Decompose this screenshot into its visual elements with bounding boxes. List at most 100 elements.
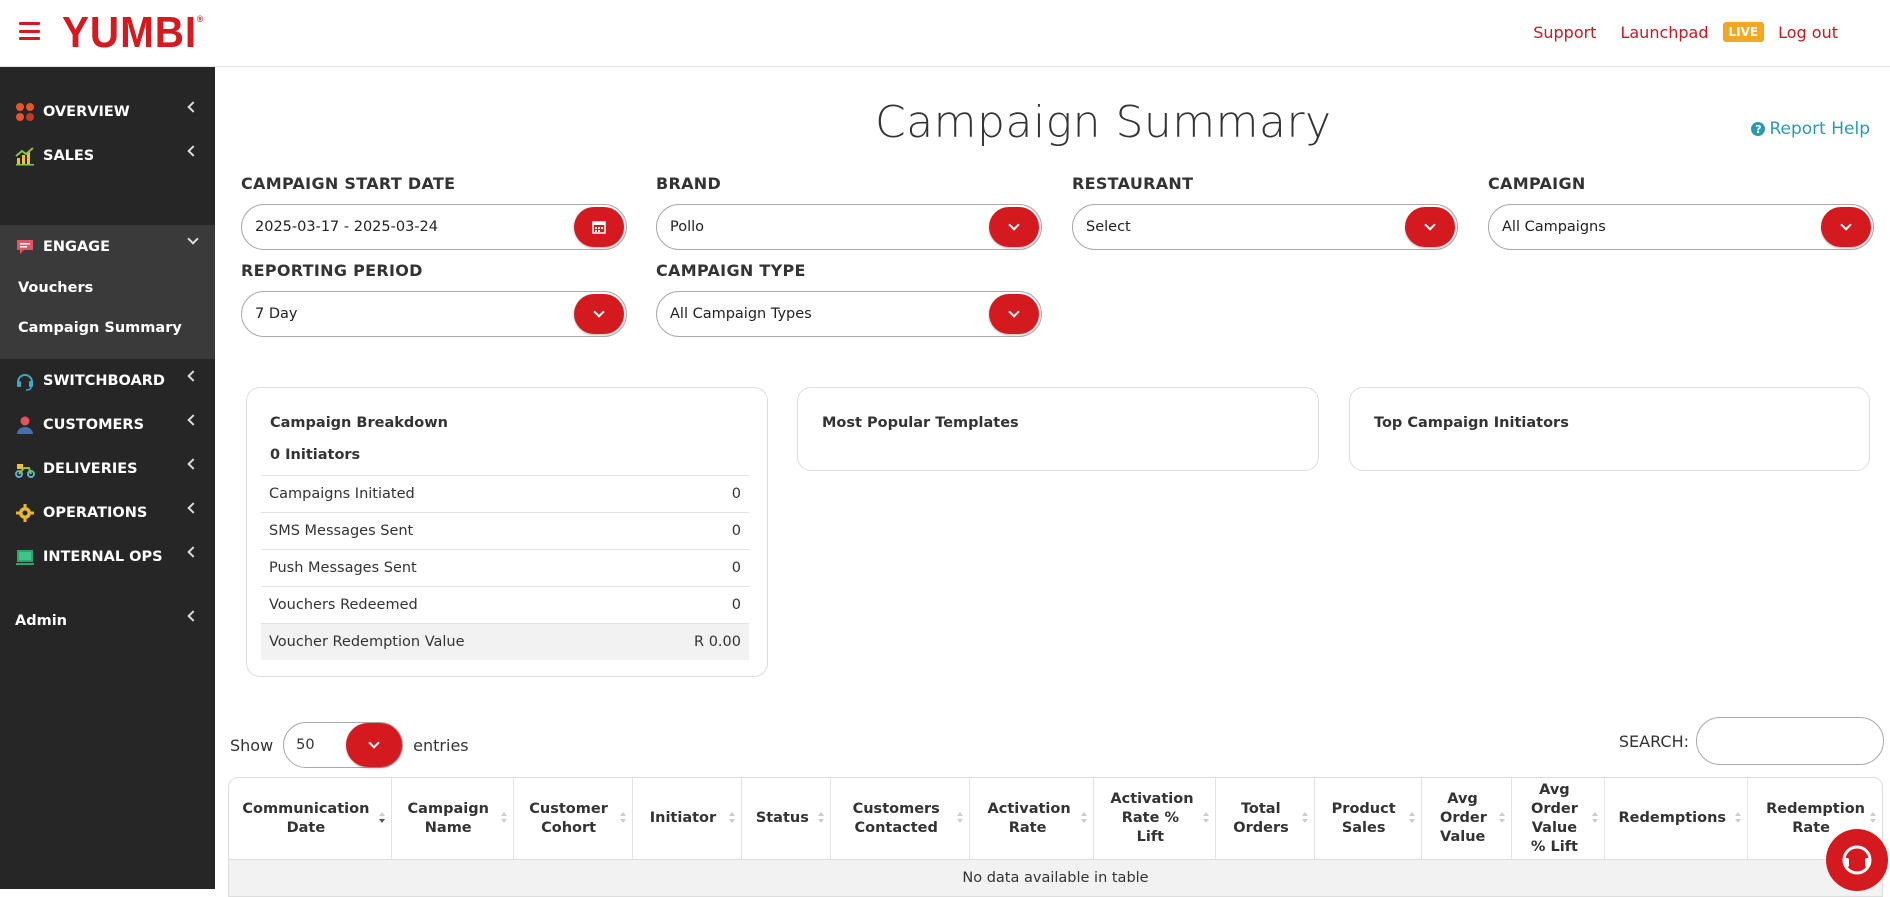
breakdown-row: SMS Messages Sent 0 [261,512,749,549]
reporting-period-select[interactable]: 7 Day [241,291,627,337]
sort-icon [1735,812,1742,826]
restaurant-dropdown-button[interactable] [1405,207,1455,247]
question-circle-icon: ? [1751,122,1766,136]
column-header[interactable]: Activation Rate % Lift [1094,778,1216,859]
sidebar-item-overview[interactable]: OVERVIEW [0,90,215,134]
chevron-down-icon [1424,219,1436,231]
campaign-start-date-field[interactable]: 2025-03-17 - 2025-03-24 [241,204,627,250]
reporting-period-dropdown-button[interactable] [574,294,624,334]
launchpad-link[interactable]: Launchpad [1620,22,1709,42]
chevron-left-icon [187,414,199,426]
reporting-period-label: REPORTING PERIOD [241,261,423,280]
column-header[interactable]: Status [742,778,832,859]
brand-select[interactable]: Pollo [656,204,1042,250]
sidebar-item-engage[interactable]: ENGAGE [0,225,215,269]
report-help-link[interactable]: ? Report Help [1751,119,1870,139]
column-header[interactable]: Activation Rate [970,778,1094,859]
calendar-icon [592,221,606,234]
column-header[interactable]: Product Sales [1315,778,1422,859]
sidebar-item-label: SALES [43,148,95,164]
chevron-left-icon [187,370,199,382]
yumbi-logo[interactable]: YUMBI® [62,8,205,57]
breakdown-row: Voucher Redemption Value R 0.00 [261,623,749,660]
column-header[interactable]: Avg Order Value % Lift [1512,778,1606,859]
scooter-icon [14,458,36,480]
column-header[interactable]: Initiator [633,778,743,859]
sidebar-item-label: Admin [15,613,68,629]
sidebar-item-admin[interactable]: Admin [0,599,215,643]
column-header[interactable]: Communication Date [229,778,392,859]
support-link[interactable]: Support [1533,22,1597,42]
sidebar-subitem-vouchers[interactable]: Vouchers [18,280,94,296]
restaurant-value: Select [1086,219,1131,235]
chevron-down-icon [1008,306,1020,318]
sort-icon [957,812,964,826]
chat-support-button[interactable] [1826,829,1888,891]
sidebar-subitem-campaign-summary[interactable]: Campaign Summary [18,320,182,336]
search-input[interactable] [1696,717,1884,765]
entries-label: entries [413,735,469,755]
breakdown-row-value: 0 [731,523,741,539]
chevron-down-icon [1008,219,1020,231]
campaign-type-label: CAMPAIGN TYPE [656,261,806,280]
sidebar-item-customers[interactable]: CUSTOMERS [0,403,215,447]
sidebar-item-internal-ops[interactable]: INTERNAL OPS [0,535,215,579]
calendar-button[interactable] [574,207,624,247]
sidebar-item-sales[interactable]: SALES [0,134,215,178]
sidebar-item-label: INTERNAL OPS [43,549,163,565]
breakdown-row-label: SMS Messages Sent [269,523,414,539]
column-header[interactable]: Customers Contacted [831,778,971,859]
sidebar-item-operations[interactable]: OPERATIONS [0,491,215,535]
breakdown-row: Push Messages Sent 0 [261,549,749,586]
campaign-value: All Campaigns [1502,219,1606,235]
chevron-left-icon [187,458,199,470]
chevron-down-icon [187,233,199,245]
logout-link[interactable]: Log out [1778,22,1838,42]
search-label: SEARCH: [1618,731,1689,751]
column-header[interactable]: Redemptions [1605,778,1749,859]
campaign-type-dropdown-button[interactable] [989,294,1039,334]
hamburger-menu-icon[interactable] [19,22,40,40]
headset-icon [14,370,36,392]
sort-icon [1499,812,1506,826]
gear-icon [14,502,36,524]
brand-label: BRAND [656,174,722,193]
sort-icon [378,812,385,826]
breakdown-row-value: 0 [731,486,741,502]
column-header[interactable]: Total Orders [1216,778,1315,859]
column-header[interactable]: Redemption Rate [1748,778,1882,859]
campaign-table: Communication Date Campaign Name Custome… [228,777,1883,897]
breakdown-row-value: 0 [731,597,741,613]
report-help-label: Report Help [1769,119,1870,139]
sidebar-item-switchboard[interactable]: SWITCHBOARD [0,359,215,403]
breakdown-row-label: Push Messages Sent [269,560,417,576]
brand-dropdown-button[interactable] [989,207,1039,247]
breakdown-row-value: 0 [731,560,741,576]
restaurant-select[interactable]: Select [1072,204,1458,250]
campaign-type-select[interactable]: All Campaign Types [656,291,1042,337]
campaign-dropdown-button[interactable] [1821,207,1871,247]
chevron-left-icon [187,145,199,157]
chevron-left-icon [187,546,199,558]
sort-icon [729,812,736,826]
show-label: Show [230,735,274,755]
table-length-control: Show 50 entries [230,722,469,768]
column-header[interactable]: Avg Order Value [1422,778,1513,859]
chevron-left-icon [187,502,199,514]
chevron-down-icon [593,306,605,318]
column-header[interactable]: Campaign Name [392,778,514,859]
top-bar: YUMBI® Support Launchpad LIVE Log out [0,0,1890,67]
entries-select[interactable]: 50 [283,722,404,768]
overview-dots-icon [14,101,36,123]
reporting-period-value: 7 Day [255,306,298,322]
column-header[interactable]: Customer Cohort [514,778,633,859]
sidebar: OVERVIEW SALES ENGAGE Vouchers Campaign … [0,67,215,889]
campaign-start-date-value: 2025-03-17 - 2025-03-24 [255,219,438,235]
sort-icon [500,812,507,826]
sidebar-item-deliveries[interactable]: DELIVERIES [0,447,215,491]
campaign-breakdown-card: Campaign Breakdown 0 Initiators Campaign… [246,387,768,677]
entries-dropdown-button[interactable] [346,723,403,767]
table-header: Communication Date Campaign Name Custome… [229,778,1882,860]
breakdown-row-label: Voucher Redemption Value [269,634,465,650]
campaign-select[interactable]: All Campaigns [1488,204,1874,250]
